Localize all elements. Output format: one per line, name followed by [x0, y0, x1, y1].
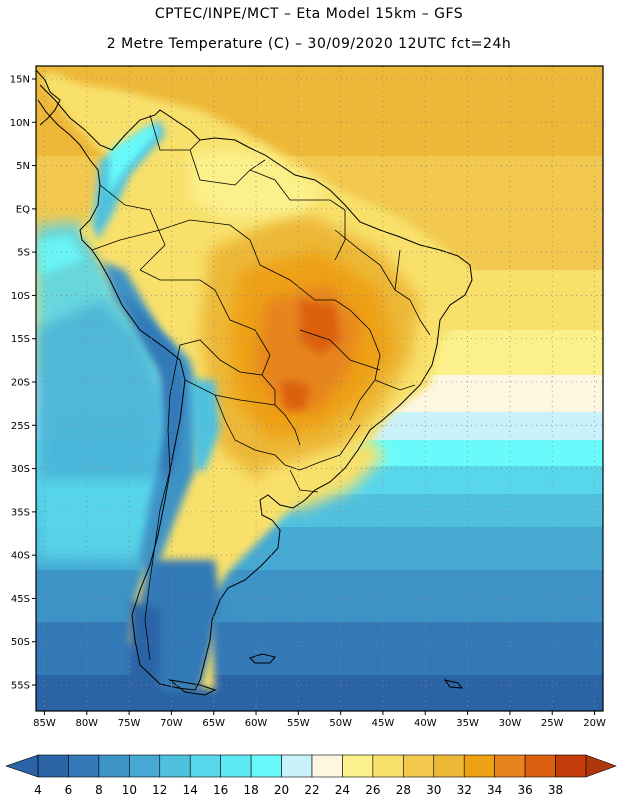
colorbar-label: 26 — [365, 783, 380, 797]
lon-tick-label: 50W — [329, 718, 352, 729]
colorbar-label: 32 — [457, 783, 472, 797]
axis-ticks: 85W 80W 75W 70W 65W 60W 55W 50W 45W 40W 35W 30W 25W 2… — [10, 74, 606, 729]
lat-tick-label: EQ — [16, 204, 30, 215]
colorbar: 4 6 8 10 12 14 16 18 20 22 24 26 28 30 32 34 36 38 — [5, 754, 617, 797]
map-title: CPTEC/INPE/MCT – Eta Model 15km – GFS — [154, 6, 464, 22]
lon-tick-label: 45W — [372, 718, 395, 729]
lon-tick-label: 55W — [287, 718, 310, 729]
country-borders — [91, 114, 431, 661]
colorbar-label: 8 — [95, 783, 103, 797]
colorbar-label: 12 — [152, 783, 167, 797]
colorbar-swatch — [524, 754, 556, 778]
colorbar-label: 24 — [335, 783, 350, 797]
colorbar-swatch — [159, 754, 191, 778]
colorbar-swatch — [555, 754, 587, 778]
map-subtitle: 2 Metre Temperature (C) – 30/09/2020 12U… — [106, 36, 512, 52]
colorbar-label: 30 — [426, 783, 441, 797]
lon-tick-label: 40W — [414, 718, 437, 729]
lat-tick-label: 25S — [11, 421, 30, 432]
lon-tick-label: 20W — [583, 718, 606, 729]
lat-tick-label: 15S — [11, 334, 30, 345]
colorbar-swatch — [37, 754, 69, 778]
temperature-field — [36, 66, 603, 711]
colorbar-swatch — [372, 754, 404, 778]
lon-tick-label: 80W — [75, 718, 98, 729]
lat-tick-label: 10S — [11, 291, 30, 302]
colorbar-swatch — [189, 754, 221, 778]
lat-tick-label: 15N — [10, 74, 30, 85]
lat-tick-label: 45S — [11, 594, 30, 605]
colorbar-swatch — [129, 754, 161, 778]
colorbar-label: 10 — [122, 783, 137, 797]
colorbar-label: 4 — [34, 783, 42, 797]
colorbar-swatch — [281, 754, 313, 778]
lon-tick-label: 85W — [33, 718, 56, 729]
lon-tick-label: 30W — [499, 718, 522, 729]
colorbar-swatch — [403, 754, 435, 778]
lat-tick-label: 10N — [10, 118, 30, 129]
colorbar-label: 20 — [274, 783, 289, 797]
lon-tick-label: 60W — [245, 718, 268, 729]
lon-tick-label: 75W — [118, 718, 141, 729]
colorbar-swatch — [220, 754, 252, 778]
lat-tick-label: 55S — [11, 681, 30, 692]
colorbar-label: 34 — [487, 783, 502, 797]
colorbar-swatch — [433, 754, 465, 778]
colorbar-label: 18 — [243, 783, 258, 797]
lat-tick-label: 5S — [17, 248, 30, 259]
colorbar-label: 28 — [396, 783, 411, 797]
lat-tick-label: 30S — [11, 464, 30, 475]
lat-tick-label: 40S — [11, 551, 30, 562]
lat-tick-label: 20S — [11, 378, 30, 389]
lon-tick-label: 25W — [541, 718, 564, 729]
lon-tick-label: 65W — [202, 718, 225, 729]
lat-tick-label: 35S — [11, 507, 30, 518]
colorbar-label: 6 — [65, 783, 73, 797]
colorbar-swatch — [342, 754, 374, 778]
colorbar-swatch — [98, 754, 130, 778]
colorbar-under-arrow — [5, 754, 39, 778]
colorbar-swatch — [250, 754, 282, 778]
coastline — [36, 69, 473, 696]
colorbar-label: 14 — [183, 783, 198, 797]
colorbar-swatch — [494, 754, 526, 778]
lat-tick-label: 5N — [16, 161, 30, 172]
colorbar-swatch — [68, 754, 100, 778]
lon-tick-label: 35W — [456, 718, 479, 729]
colorbar-swatch — [311, 754, 343, 778]
colorbar-label: 22 — [304, 783, 319, 797]
colorbar-label: 36 — [517, 783, 532, 797]
colorbar-over-arrow — [585, 754, 617, 778]
lon-tick-label: 70W — [160, 718, 183, 729]
colorbar-swatch — [463, 754, 495, 778]
map-frame — [35, 65, 604, 712]
colorbar-label: 38 — [548, 783, 563, 797]
colorbar-label: 16 — [213, 783, 228, 797]
lat-tick-label: 50S — [11, 637, 30, 648]
